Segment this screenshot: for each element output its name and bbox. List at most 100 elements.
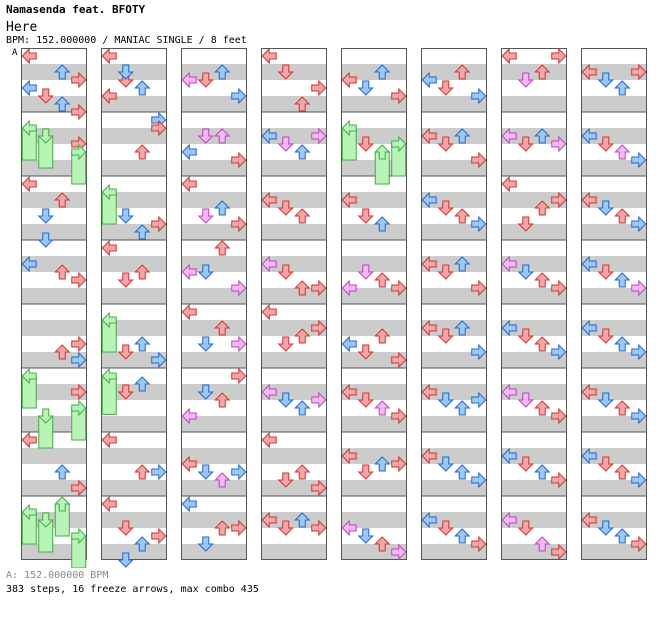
- arrow-down-icon: [197, 536, 214, 552]
- arrow-down-icon: [517, 456, 534, 472]
- arrow-right-icon: [551, 279, 567, 297]
- arrow-right-icon: [471, 471, 487, 489]
- arrow-up-icon: [374, 536, 391, 552]
- beat-stripe: [581, 256, 647, 272]
- arrow-down-icon: [117, 344, 134, 360]
- arrow-left-icon: [101, 311, 117, 329]
- beat-stripe: [421, 224, 487, 240]
- arrow-down-icon: [517, 136, 534, 152]
- beat-stripe: [261, 320, 327, 336]
- arrow-left-icon: [581, 319, 597, 337]
- arrow-up-icon: [54, 464, 71, 480]
- arrow-up-icon: [454, 256, 471, 272]
- arrow-left-icon: [261, 255, 277, 273]
- arrow-up-icon: [534, 200, 551, 216]
- arrow-right-icon: [391, 543, 407, 561]
- arrow-right-icon: [151, 215, 167, 233]
- arrow-right-icon: [71, 383, 87, 401]
- arrow-right-icon: [551, 343, 567, 361]
- arrow-down-icon: [437, 264, 454, 280]
- beat-stripe: [421, 64, 487, 80]
- beat-stripe: [421, 416, 487, 432]
- column-border: [21, 48, 87, 560]
- beat-stripe: [421, 96, 487, 112]
- beat-stripe: [181, 480, 247, 496]
- beat-stripe: [581, 128, 647, 144]
- chart-meta: BPM: 152.000000 / MANIAC SINGLE / 8 feet: [6, 35, 247, 46]
- arrow-up-icon: [54, 192, 71, 208]
- arrow-up-icon: [134, 224, 151, 240]
- beat-stripe: [261, 64, 327, 80]
- arrow-up-icon: [374, 144, 391, 160]
- arrow-down-icon: [517, 264, 534, 280]
- arrow-down-icon: [357, 136, 374, 152]
- beat-stripe: [21, 480, 87, 496]
- arrow-up-icon: [374, 64, 391, 80]
- arrow-right-icon: [231, 279, 247, 297]
- beat-stripe: [181, 448, 247, 464]
- arrow-up-icon: [134, 264, 151, 280]
- beat-stripe: [181, 256, 247, 272]
- column-border: [581, 48, 647, 560]
- arrow-left-icon: [21, 119, 37, 137]
- beat-stripe: [341, 448, 407, 464]
- arrow-right-icon: [231, 215, 247, 233]
- arrow-up-icon: [534, 272, 551, 288]
- arrow-left-icon: [101, 367, 117, 385]
- beat-stripe: [21, 416, 87, 432]
- beat-stripe: [421, 256, 487, 272]
- arrow-right-icon: [471, 87, 487, 105]
- arrow-up-icon: [614, 400, 631, 416]
- arrow-up-icon: [214, 200, 231, 216]
- chart-column: [261, 47, 327, 560]
- arrow-down-icon: [437, 80, 454, 96]
- beat-stripe: [181, 352, 247, 368]
- beat-stripe: [501, 128, 567, 144]
- arrow-left-icon: [101, 87, 117, 105]
- arrow-down-icon: [517, 392, 534, 408]
- beat-stripe: [501, 64, 567, 80]
- arrow-right-icon: [631, 343, 647, 361]
- beat-stripe: [101, 352, 167, 368]
- arrow-left-icon: [421, 383, 437, 401]
- chart-column: [101, 47, 167, 568]
- arrow-down-icon: [37, 512, 54, 528]
- arrow-up-icon: [614, 464, 631, 480]
- arrow-down-icon: [277, 392, 294, 408]
- beat-stripe: [341, 128, 407, 144]
- arrow-down-icon: [437, 200, 454, 216]
- column-border: [341, 48, 407, 560]
- arrow-left-icon: [21, 503, 37, 521]
- beat-stripe: [581, 384, 647, 400]
- beat-stripe: [581, 480, 647, 496]
- beat-stripe: [341, 512, 407, 528]
- arrow-left-icon: [581, 447, 597, 465]
- beat-stripe: [181, 544, 247, 560]
- arrow-left-icon: [341, 71, 357, 89]
- beat-stripe: [341, 224, 407, 240]
- beat-stripe: [501, 416, 567, 432]
- arrow-up-icon: [294, 96, 311, 112]
- arrow-left-icon: [21, 47, 37, 65]
- arrow-up-icon: [374, 400, 391, 416]
- arrow-left-icon: [341, 383, 357, 401]
- arrow-right-icon: [231, 151, 247, 169]
- arrow-left-icon: [101, 495, 117, 513]
- beat-stripe: [261, 256, 327, 272]
- arrow-right-icon: [631, 279, 647, 297]
- arrow-down-icon: [117, 208, 134, 224]
- arrow-down-icon: [357, 392, 374, 408]
- beat-stripe: [501, 384, 567, 400]
- arrow-up-icon: [214, 472, 231, 488]
- beat-stripe: [261, 96, 327, 112]
- beat-stripe: [501, 512, 567, 528]
- arrow-left-icon: [501, 511, 517, 529]
- arrow-down-icon: [437, 392, 454, 408]
- arrow-right-icon: [71, 271, 87, 289]
- beat-stripe: [181, 384, 247, 400]
- beat-stripe: [261, 512, 327, 528]
- arrow-down-icon: [37, 408, 54, 424]
- arrow-left-icon: [501, 447, 517, 465]
- arrow-left-icon: [21, 79, 37, 97]
- arrow-up-icon: [294, 280, 311, 296]
